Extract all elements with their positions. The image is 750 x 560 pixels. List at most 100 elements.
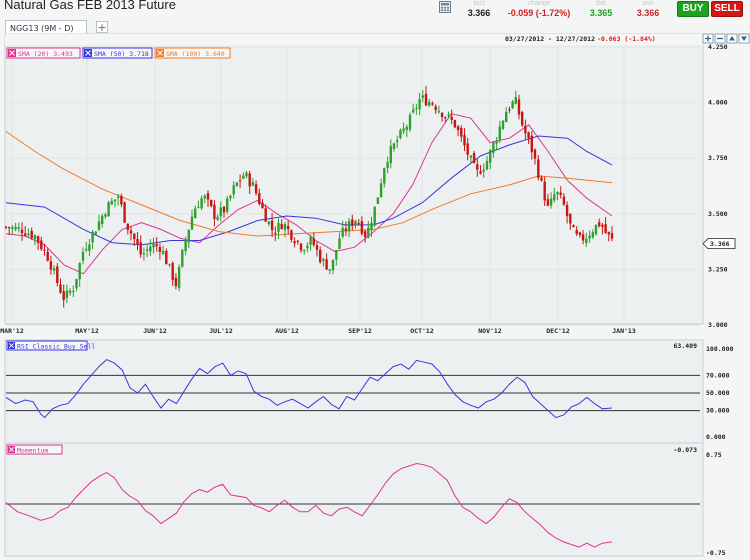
sma-legend-label: SMA (50) 3.718 (94, 50, 149, 58)
momentum-legend-chip[interactable]: Momentum (6, 444, 63, 455)
candle-body (33, 235, 37, 239)
candle-body (344, 228, 348, 231)
candle-body (408, 114, 412, 130)
candle-body (303, 250, 306, 252)
candle-body (360, 221, 364, 234)
candle-body (216, 216, 219, 220)
zoom-out-icon[interactable] (714, 33, 726, 44)
candle-body (177, 267, 181, 288)
last-price-marker: 3.366 (702, 238, 736, 250)
quote-last: last 3.366 (457, 0, 501, 18)
candle-body (421, 95, 424, 98)
candle-body (556, 192, 559, 195)
candle-body (36, 236, 40, 243)
candle-body (245, 172, 248, 177)
candle-body (152, 243, 155, 248)
candle-body (591, 232, 594, 238)
sma-line (5, 113, 613, 275)
x-tick-label: JAN'13 (612, 327, 636, 335)
range-change: -0.063 (-1.84%) (597, 35, 656, 43)
candle-body (4, 226, 8, 228)
candle-body (235, 182, 239, 186)
candle-body (251, 182, 255, 186)
candle-body (444, 117, 447, 118)
candle-body (569, 213, 572, 224)
sma-line (5, 135, 613, 246)
rsi-legend-label: RSI Classic Buy Sell (17, 342, 95, 350)
calculator-icon[interactable] (439, 1, 451, 13)
candle-body (312, 238, 315, 245)
candle-body (315, 245, 319, 250)
chart-title: Natural Gas FEB 2013 Future (4, 0, 176, 12)
candle-body (578, 232, 582, 235)
candle-body (412, 109, 415, 113)
candle-body (168, 263, 171, 265)
candle-body (210, 200, 213, 206)
candle-body (104, 214, 107, 217)
x-tick-label: NOV'12 (478, 327, 502, 335)
candle-body (62, 291, 65, 300)
candle-body (489, 149, 492, 163)
candle-body (537, 159, 540, 178)
candle-body (389, 146, 392, 164)
candle-body (530, 135, 533, 153)
candle-body (572, 225, 575, 228)
y-tick-label: 3.250 (708, 265, 728, 273)
candle-body (604, 224, 607, 233)
candle-body (598, 222, 601, 227)
candle-body (559, 192, 562, 196)
rsi-tick-label: 0.000 (706, 433, 726, 441)
candle-body (229, 195, 232, 199)
candle-body (46, 251, 49, 261)
candle-body (524, 125, 527, 134)
buy-button[interactable]: BUY (677, 1, 709, 17)
candle-body (527, 132, 530, 139)
candle-body (296, 240, 299, 242)
sma-legend-chip[interactable]: SMA (50) 3.718 (82, 47, 153, 59)
candle-body (610, 233, 614, 239)
sma-legend-chip[interactable]: SMA (100) 3.640 (154, 47, 231, 59)
candle-body (601, 224, 604, 227)
x-tick-label: MAR'12 (0, 327, 24, 335)
candle-body (447, 114, 450, 116)
candle-body (351, 219, 354, 226)
momentum-legend-label: Momentum (17, 446, 48, 454)
candle-body (456, 126, 460, 130)
sell-button[interactable]: SELL (711, 1, 743, 17)
quote-value: 3.366 (636, 8, 660, 18)
momentum-tick-label: 0.75 (706, 451, 722, 459)
candle-body (565, 205, 569, 217)
y-tick-label: 4.250 (708, 43, 728, 51)
candle-body (8, 227, 11, 229)
zoom-in-icon[interactable] (702, 33, 714, 44)
candle-body (424, 93, 428, 106)
candle-body (126, 223, 129, 230)
sma-legend-chip[interactable]: SMA (20) 3.493 (6, 47, 81, 59)
candle-body (97, 221, 101, 230)
candle-body (155, 244, 158, 247)
candle-body (540, 177, 543, 181)
candle-body (549, 198, 553, 206)
candle-body (437, 111, 441, 113)
add-tab-button[interactable]: + (96, 21, 108, 34)
candle-body (43, 249, 46, 251)
candle-body (56, 266, 59, 283)
candle-body (258, 193, 261, 204)
y-tick-label: 3.000 (708, 321, 728, 329)
candle-body (283, 224, 287, 230)
x-tick-label: DEC'12 (546, 327, 570, 335)
scroll-down-icon[interactable] (738, 33, 750, 44)
tab-symbol[interactable]: NGG13 (9M - D) (5, 20, 87, 35)
candle-body (376, 197, 380, 204)
candle-body (107, 202, 110, 217)
momentum-last-value: -0.073 (674, 446, 698, 454)
candle-body (492, 142, 495, 153)
candle-body (482, 169, 485, 172)
candle-body (40, 240, 43, 250)
candle-body (94, 231, 97, 235)
candle-body (158, 246, 162, 252)
candle-body (463, 135, 466, 146)
scroll-up-icon[interactable] (726, 33, 738, 44)
candle-body (453, 120, 457, 128)
rsi-legend-chip[interactable]: RSI Classic Buy Sell (6, 340, 95, 351)
